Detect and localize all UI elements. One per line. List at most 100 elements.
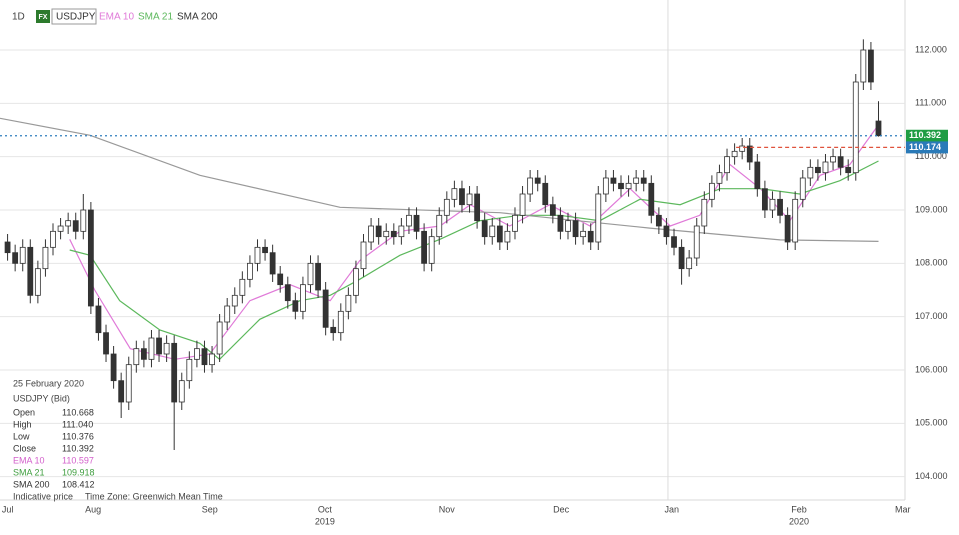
x-tick-label: Aug	[85, 504, 101, 514]
candle-body	[489, 225, 496, 238]
y-tick-label: 106.000	[915, 364, 948, 374]
info-value: 110.376	[62, 431, 94, 441]
candle-body	[693, 225, 700, 259]
x-tick-label: Sep	[202, 504, 218, 514]
candle-body	[239, 278, 246, 296]
candle-body	[595, 193, 602, 243]
candle-body	[262, 246, 268, 254]
candle-body	[807, 166, 814, 179]
candle-body	[284, 284, 291, 302]
candle-body	[57, 225, 64, 232]
fx-badge: FX	[39, 14, 48, 21]
y-tick-label: 105.000	[915, 418, 948, 428]
price-label: 110.392	[909, 130, 941, 140]
candle-body	[815, 166, 821, 174]
info-value: 110.597	[62, 455, 94, 465]
candle-body	[383, 230, 390, 238]
candle-body	[572, 220, 579, 238]
legend-entry: EMA 10	[99, 12, 134, 23]
price-label-box	[906, 129, 948, 142]
interval: 1D	[12, 12, 25, 23]
candle-body	[610, 177, 617, 184]
candle-body	[769, 198, 776, 211]
info-date: 25 February 2020	[13, 378, 84, 388]
candle-body	[110, 353, 117, 382]
candle-body	[231, 294, 238, 307]
fx-icon	[36, 10, 50, 23]
candle-body	[754, 161, 761, 190]
candle-body	[731, 150, 738, 158]
candle-body	[315, 262, 321, 291]
candle-body	[799, 177, 806, 200]
candle-body	[474, 193, 481, 222]
info-box: 25 February 2020 USDJPY (Bid) Indicative…	[13, 378, 223, 501]
candle-body	[125, 364, 132, 403]
candle-body	[300, 284, 306, 312]
plot-area: 104.000 105.000 106.000 107.000 108.000 109.0…	[0, 0, 948, 526]
candle-body	[580, 230, 587, 238]
candle-body	[655, 214, 662, 227]
symbol-box	[51, 8, 97, 25]
candle-body	[868, 49, 874, 83]
candle-body	[307, 262, 314, 286]
candle-body	[4, 241, 11, 254]
candle-body	[557, 214, 564, 232]
candle-body	[504, 230, 511, 243]
candle-body	[390, 230, 397, 238]
candle-body	[133, 348, 140, 366]
candle-body	[671, 236, 677, 248]
candle-body	[163, 342, 170, 355]
info-label: Close	[13, 443, 36, 453]
candle-body	[216, 321, 223, 355]
candle-body	[398, 225, 405, 238]
candle-body	[716, 172, 723, 184]
candle-body	[345, 294, 352, 312]
y-tick-label: 104.000	[915, 471, 948, 481]
candle-body	[178, 380, 185, 403]
y-tick-label: 111.000	[915, 98, 946, 108]
candle-body	[118, 380, 125, 403]
y-tick-label: 108.000	[915, 258, 948, 268]
candle-body	[459, 188, 465, 206]
candle-body	[746, 145, 753, 163]
candle-body	[845, 166, 852, 174]
candle-body	[633, 177, 640, 184]
y-tick-label: 112.000	[915, 44, 947, 54]
candle-body	[830, 156, 836, 163]
candle-body	[602, 177, 609, 195]
info-value: 110.392	[62, 443, 94, 453]
candle-body	[406, 214, 412, 227]
candle-body	[50, 230, 56, 248]
candle-body	[330, 326, 337, 334]
candle-body	[360, 241, 367, 270]
candle-body	[171, 342, 178, 403]
candle-body	[368, 225, 374, 243]
candle-body	[436, 214, 443, 238]
info-label: Open	[13, 407, 35, 417]
candle-body	[852, 81, 859, 174]
x-tick-label: Mar	[895, 504, 911, 514]
info-instrument: USDJPY (Bid)	[13, 393, 70, 403]
candle-body	[701, 198, 708, 227]
price-label: 110.174	[909, 142, 941, 152]
candle-body	[587, 230, 594, 243]
legend-entry: SMA 200	[177, 12, 218, 23]
candle-body	[663, 225, 670, 238]
moving-average	[0, 117, 879, 242]
candle-body	[625, 182, 632, 190]
candle-body	[375, 225, 382, 238]
candle-body	[822, 161, 829, 174]
candle-body	[322, 289, 329, 328]
x-tick-label: Feb	[791, 504, 807, 514]
info-label: SMA 21	[13, 467, 45, 477]
symbol: USDJPY	[56, 12, 96, 23]
candle-body	[224, 305, 231, 323]
candle-body	[156, 337, 162, 355]
info-value: 111.040	[62, 419, 93, 429]
candle-body	[413, 214, 420, 232]
info-value: 109.918	[62, 467, 95, 477]
candle-body	[19, 246, 26, 264]
info-label: Low	[13, 431, 30, 441]
candle-body	[80, 209, 87, 232]
